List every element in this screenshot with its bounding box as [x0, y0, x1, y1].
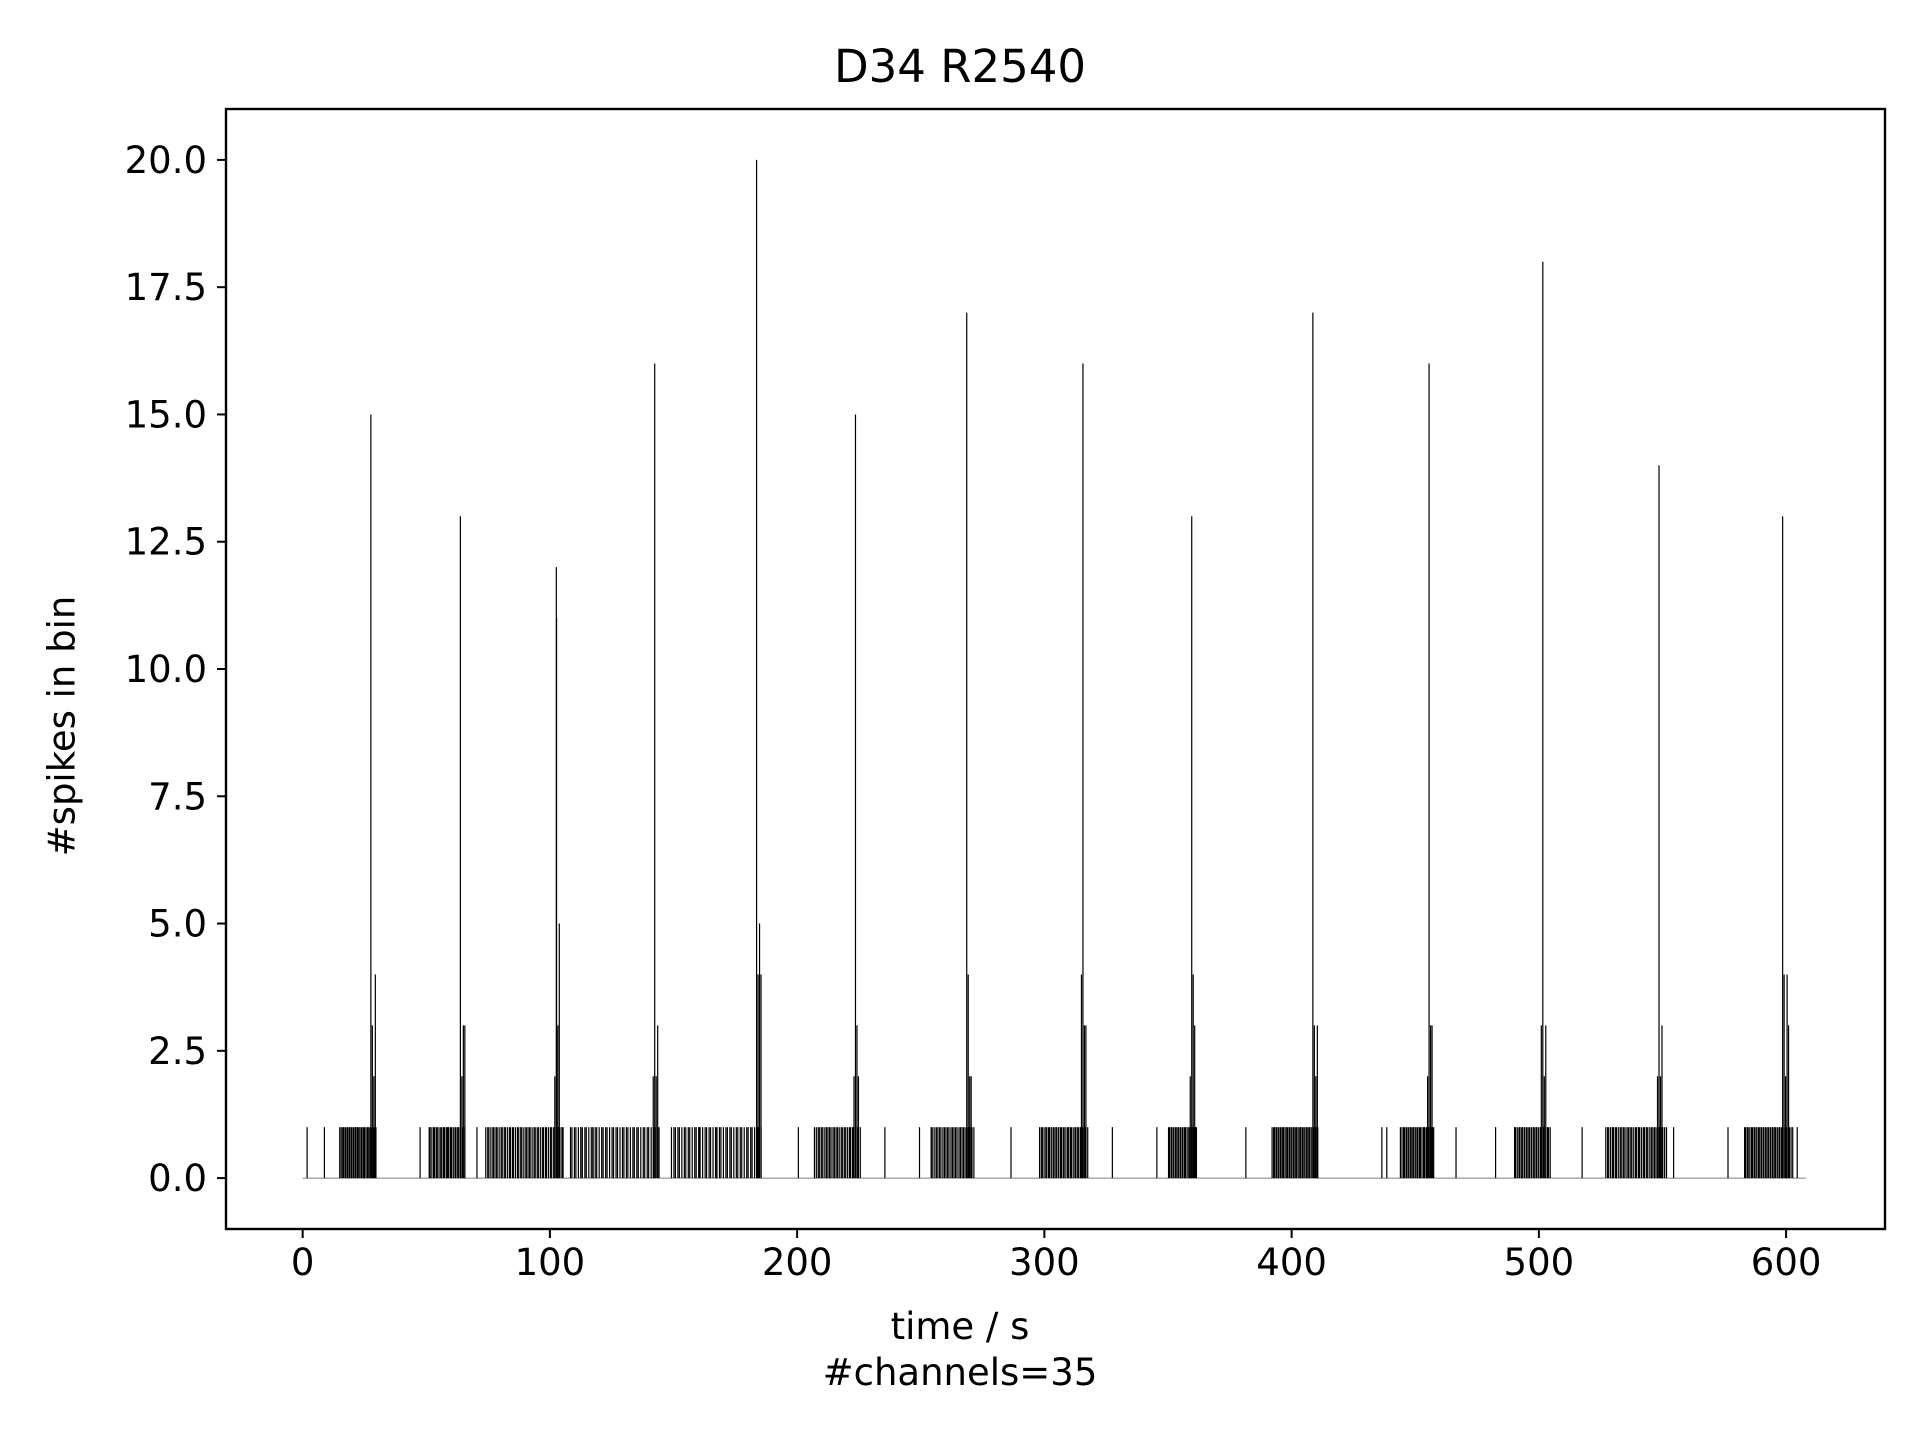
y-tick-label: 0.0	[148, 1157, 207, 1200]
x-tick-label: 500	[1504, 1241, 1575, 1284]
x-tick-label: 300	[1009, 1241, 1080, 1284]
x-axis-sublabel: #channels=35	[822, 1351, 1098, 1394]
y-tick-label: 10.0	[125, 648, 207, 691]
bars-layer	[302, 159, 1806, 1179]
y-tick-label: 20.0	[125, 139, 207, 182]
y-tick-label: 5.0	[148, 903, 207, 946]
x-tick-label: 200	[762, 1241, 833, 1284]
plot-frame	[224, 107, 1887, 1231]
y-tick-label: 2.5	[148, 1030, 207, 1073]
x-tick-label: 0	[291, 1241, 315, 1284]
y-tick-label: 12.5	[125, 521, 207, 564]
x-axis-label: time / s	[890, 1305, 1030, 1348]
chart-title: D34 R2540	[833, 40, 1086, 93]
x-tick-label: 600	[1751, 1241, 1822, 1284]
y-tick-label: 17.5	[125, 266, 207, 309]
y-tick-label: 7.5	[148, 775, 207, 818]
axes-layer: 0 100 200 300 400 500 600 0.0 2.5 5.0 7.5 10.0 12.5 1…	[125, 107, 1887, 1284]
x-tick-label: 400	[1256, 1241, 1327, 1284]
y-tick-label: 15.0	[125, 393, 207, 436]
x-tick-label: 100	[515, 1241, 586, 1284]
y-axis-label: #spikes in bin	[40, 595, 84, 857]
